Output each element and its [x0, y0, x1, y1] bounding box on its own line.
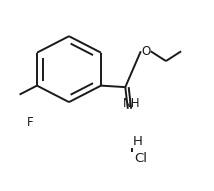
- Text: NH: NH: [123, 97, 140, 110]
- Text: H: H: [133, 135, 143, 148]
- Text: O: O: [141, 45, 151, 58]
- Text: F: F: [27, 116, 33, 129]
- Text: Cl: Cl: [134, 152, 147, 165]
